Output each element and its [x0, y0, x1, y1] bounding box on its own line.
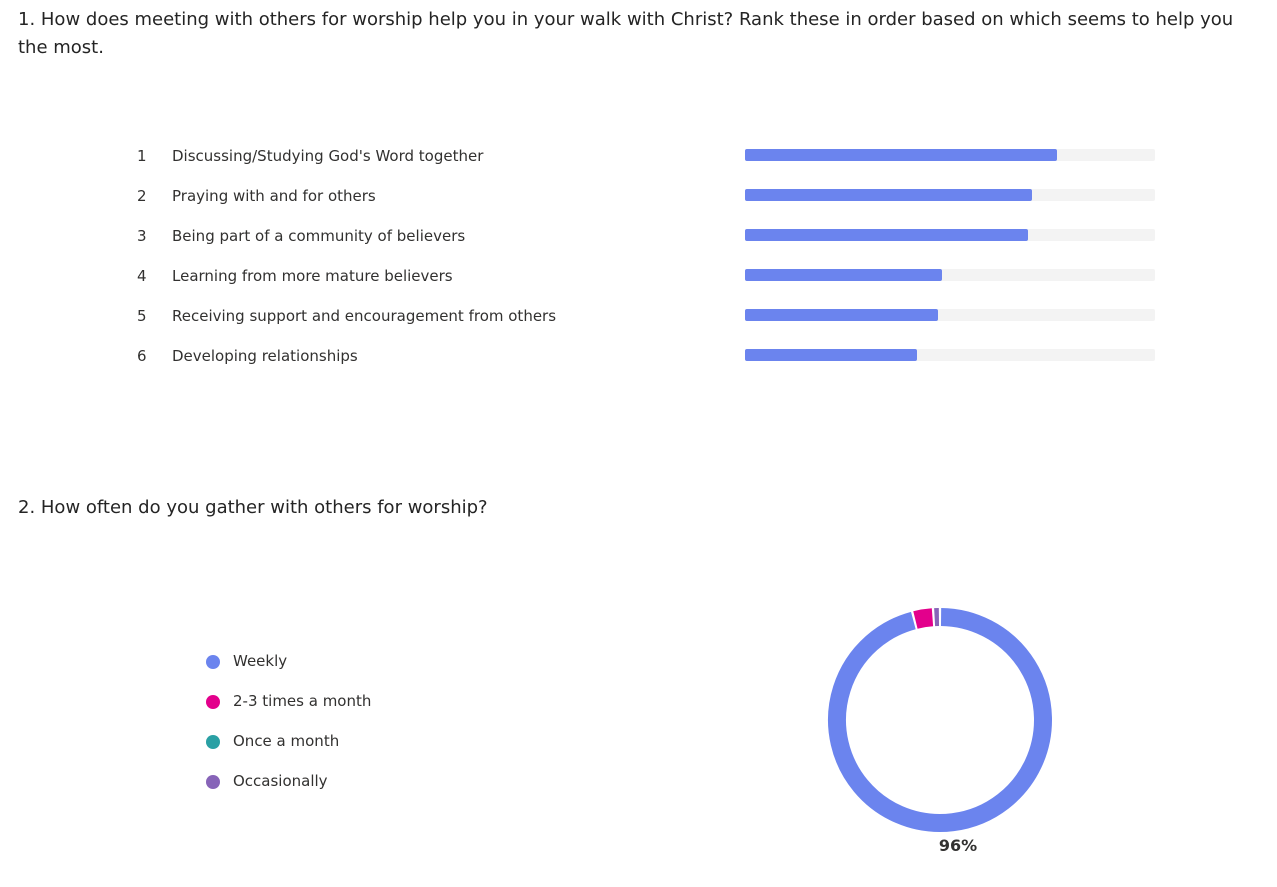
- rank-row: 1 Discussing/Studying God's Word together: [0, 146, 1200, 186]
- rank-bar-track: [745, 149, 1155, 161]
- legend-dot-icon: [206, 775, 220, 789]
- rank-label: Discussing/Studying God's Word together: [172, 147, 484, 165]
- rank-number: 4: [137, 267, 147, 285]
- rank-bar: [745, 309, 938, 321]
- question-1-title: 1. How does meeting with others for wors…: [18, 9, 1234, 58]
- rank-row: 3 Being part of a community of believers: [0, 226, 1200, 266]
- rank-bar: [745, 189, 1032, 201]
- rank-bar: [745, 149, 1057, 161]
- legend-label: Once a month: [233, 732, 340, 750]
- rank-row: 4 Learning from more mature believers: [0, 266, 1200, 306]
- rank-row: 6 Developing relationships: [0, 346, 1200, 386]
- rank-label: Receiving support and encouragement from…: [172, 307, 557, 325]
- rank-label: Praying with and for others: [172, 187, 376, 205]
- legend-dot-icon: [206, 695, 220, 709]
- rank-number: 5: [137, 307, 147, 325]
- rank-bar: [745, 349, 918, 361]
- legend-item: Occasionally: [206, 771, 466, 793]
- rank-number: 3: [137, 227, 147, 245]
- rank-bar-track: [745, 189, 1155, 201]
- rank-bar: [745, 229, 1028, 241]
- legend-label: Weekly: [233, 652, 288, 670]
- legend-item: 2-3 times a month: [206, 691, 466, 713]
- rank-number: 2: [137, 187, 147, 205]
- legend-item: Once a month: [206, 731, 466, 753]
- legend-label: Occasionally: [233, 772, 328, 790]
- rank-bar-track: [745, 349, 1155, 361]
- donut-slice-two-three: [913, 608, 934, 629]
- legend-dot-icon: [206, 735, 220, 749]
- rank-label: Learning from more mature believers: [172, 267, 453, 285]
- rank-row: 2 Praying with and for others: [0, 186, 1200, 226]
- rank-bar-track: [745, 269, 1155, 281]
- rank-label: Being part of a community of believers: [172, 227, 466, 245]
- rank-number: 6: [137, 347, 147, 365]
- rank-bar-track: [745, 229, 1155, 241]
- legend-label: 2-3 times a month: [233, 692, 372, 710]
- rank-bar-track: [745, 309, 1155, 321]
- donut-chart: [828, 608, 1052, 832]
- donut-percent-label: 96%: [938, 836, 978, 855]
- rank-row: 5 Receiving support and encouragement fro…: [0, 306, 1200, 346]
- legend-dot-icon: [206, 655, 220, 669]
- rank-number: 1: [137, 147, 147, 165]
- donut-slice-weekly: [828, 608, 1052, 832]
- rank-bar: [745, 269, 942, 281]
- question-2-title: 2. How often do you gather with others f…: [18, 497, 488, 518]
- rank-label: Developing relationships: [172, 347, 358, 365]
- legend-item: Weekly: [206, 651, 466, 673]
